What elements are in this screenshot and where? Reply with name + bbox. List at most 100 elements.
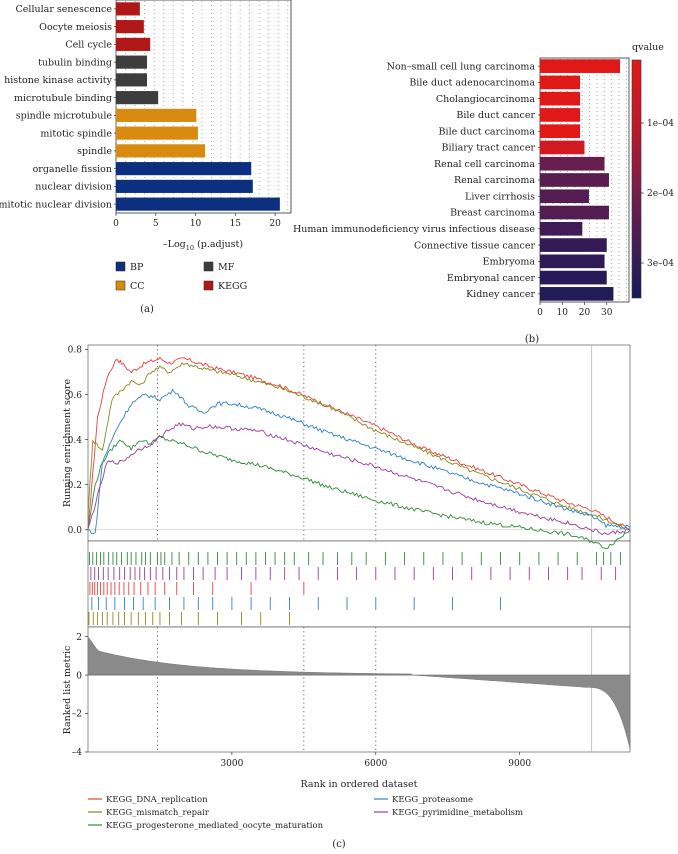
panel-b-bar: [540, 108, 581, 122]
panel-b-category-label: Bile duct carcinoma: [439, 126, 536, 137]
enrichment-y-tick-label: 0.2: [68, 481, 82, 491]
rank-x-ticks: 3000 6000 9000: [220, 752, 531, 769]
panel-a-category-label: Cell cycle: [65, 40, 112, 51]
panel-b-category-label: Liver cirrhosis: [465, 191, 535, 202]
enrichment-line-kegg-mismatch-repair: [87, 362, 631, 531]
ranked-metric-frame: [87, 626, 631, 753]
panel-a-plot-background: [115, 0, 292, 214]
panel-b-x-tick-label: 10: [557, 308, 569, 318]
panel-a-category-label: nuclear division: [35, 182, 112, 193]
metric-y-tick-label: 2: [76, 633, 82, 643]
panel-b-category-label: Embryonal cancer: [447, 273, 536, 284]
panel-a-x-axis-label: –Log10 (p.adjust): [163, 239, 243, 252]
panel-a-category-label: spindle microtubule: [16, 111, 113, 122]
colorbar-title: qvalue: [632, 42, 664, 53]
panel-b-bar: [540, 221, 583, 236]
panel-b-x-tick-label: 30: [601, 308, 613, 318]
gene-hit-marks: [88, 552, 621, 625]
panel-b-category-label: Embryoma: [483, 257, 536, 268]
panel-b-category-label: Biliary tract cancer: [442, 143, 536, 154]
panel-a-category-label: mitotic spindle: [40, 128, 112, 139]
panel-b-bar: [540, 287, 614, 301]
ranked-metric-area: [87, 635, 631, 749]
panel-a-category-label: histone kinase activity: [4, 75, 112, 86]
legend-label-cc: CC: [130, 281, 145, 292]
panel-a-bar: [116, 37, 151, 51]
panel-a-x-tick-label: 0: [113, 219, 119, 229]
panel-b-x-tick-label: 0: [537, 308, 543, 318]
panel-b-bars: [540, 59, 621, 301]
panel-a-bar: [116, 2, 140, 16]
panel-a-bar: [116, 144, 206, 158]
panel-a-x-tick-label: 20: [269, 219, 281, 229]
panel-a-bar: [116, 197, 280, 211]
colorbar-tick-label: 1e–04: [647, 119, 674, 129]
panel-a-category-label: Oocyte meiosis: [39, 22, 112, 33]
metric-y-tick-label: –2: [72, 710, 82, 720]
enrichment-line-kegg-dna-replication: [87, 356, 631, 531]
panel-b-bar: [540, 140, 585, 155]
panel-b-category-label: Bile duct cancer: [456, 110, 535, 121]
panel-a-bar: [116, 179, 253, 193]
legend-swatch-bp: [115, 261, 126, 272]
panel-a: Cellular senescence Oocyte meiosis Cell cy…: [0, 0, 292, 315]
panel-b-bar: [540, 189, 589, 204]
panel-c-label: (c): [332, 839, 346, 850]
panel-a-bar: [116, 20, 144, 34]
legend-label-kegg: KEGG: [218, 281, 247, 292]
panel-a-category-label: organelle fission: [33, 164, 112, 175]
panel-a-bars: [116, 2, 280, 211]
panel-b-category-label: Bile duct adenocarcinoma: [409, 78, 535, 89]
panel-a-category-labels: Cellular senescence Oocyte meiosis Cell cy…: [0, 4, 116, 210]
panel-b-bar: [540, 59, 621, 73]
panel-b-category-label: Breast carcinoma: [450, 208, 535, 219]
enrichment-legend: KEGG_DNA_replication KEGG_mismatch_repair…: [88, 795, 523, 831]
enrichment-line-kegg-proteasome: [87, 388, 631, 535]
panel-a-label: (a): [140, 304, 154, 315]
legend-label-kegg-mismatch-repair: KEGG_mismatch_repair: [106, 808, 210, 818]
panel-b-bar: [540, 91, 581, 106]
enrichment-line-kegg-progesterone-mediated-oocyte-maturation: [87, 435, 631, 550]
panel-a-bar: [116, 108, 197, 122]
panel-b-x-tick-label: 20: [579, 308, 591, 318]
legend-label-mf: MF: [218, 262, 235, 273]
legend-swatch-kegg: [203, 280, 214, 291]
colorbar-tick-label: 3e–04: [647, 259, 674, 269]
metric-y-axis-label: Ranked list metric: [62, 646, 73, 735]
enrichment-y-tick-label: 0.4: [68, 436, 83, 446]
legend-label-kegg-proteasome: KEGG_proteasome: [392, 795, 473, 805]
panel-a-bar: [116, 162, 252, 176]
panel-b-bar: [540, 254, 605, 269]
panel-a-category-label: spindle: [77, 146, 112, 157]
legend-label-kegg-pyrimidine-metabolism: KEGG_pyrimidine_metabolism: [392, 808, 523, 818]
panel-a-x-tick-label: 5: [153, 219, 159, 229]
panel-a-category-label: Cellular senescence: [16, 4, 113, 15]
panel-b-category-label: Human immunodeficiency virus infectious …: [293, 224, 535, 235]
legend-label-kegg-progesterone-mediated-oocyte-maturation: KEGG_progesterone_mediated_oocyte_matura…: [106, 821, 324, 831]
rank-x-tick-label: 9000: [508, 759, 531, 769]
legend-label-kegg-dna-replication: KEGG_DNA_replication: [106, 795, 208, 805]
enrichment-y-tick-label: 0.0: [68, 526, 83, 536]
enrichment-line-kegg-pyrimidine-metabolism: [87, 422, 631, 536]
metric-y-tick-label: 0: [76, 671, 82, 681]
ranked-metric-fill: [87, 635, 631, 749]
panel-a-bar: [116, 126, 198, 140]
colorbar: [631, 59, 642, 299]
panel-b-category-label: Kidney cancer: [466, 289, 535, 300]
panel-a-x-tick-label: 15: [230, 219, 242, 229]
panel-b: Non–small cell lung carcinoma Bile duct a…: [293, 42, 674, 345]
metric-y-ticks: 2 0 –2 –4: [72, 633, 88, 758]
panel-b-category-label: Renal carcinoma: [454, 175, 535, 186]
panel-b-bar: [540, 173, 609, 187]
panel-b-category-label: Cholangiocarcinoma: [436, 94, 535, 105]
panel-a-category-label: tubulin binding: [38, 57, 112, 68]
enrichment-y-ticks: 0.0 0.2 0.4 0.6 0.8: [68, 346, 88, 536]
panel-a-legend: BP CC MF KEGG: [115, 261, 247, 292]
panel-a-category-label: microtubule binding: [14, 93, 112, 104]
panel-b-bar: [540, 75, 581, 90]
panel-b-x-ticks: 0 10 20 30: [537, 302, 613, 318]
panel-a-bar: [116, 91, 159, 105]
rank-x-tick-label: 6000: [364, 759, 387, 769]
panel-c: 0.0 0.2 0.4 0.6 0.8 2 0 –2 –4 3000 6000 9000 Runn…: [62, 344, 631, 850]
